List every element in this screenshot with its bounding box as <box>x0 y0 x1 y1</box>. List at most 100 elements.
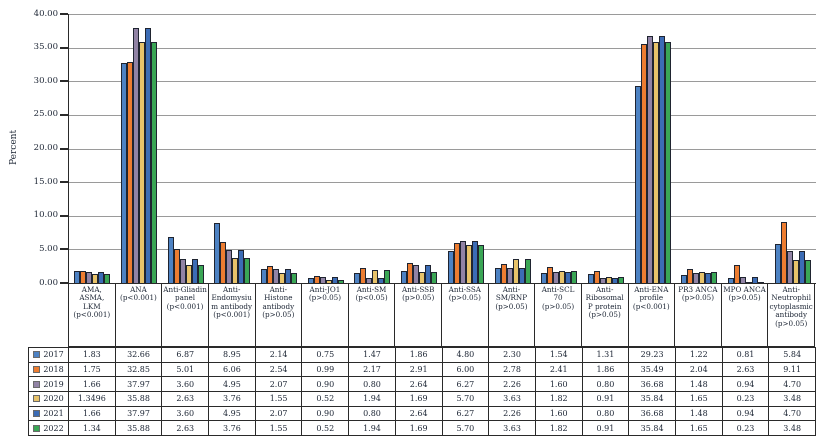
legend-year-label: 2022 <box>43 423 64 433</box>
y-axis-tick-label: 40.00 <box>33 8 58 19</box>
value-cell: 2.63 <box>721 361 770 378</box>
bar-2020 <box>325 279 332 283</box>
value-cell: 1.69 <box>394 420 443 437</box>
bar-2021 <box>798 251 805 283</box>
value-cell: 1.60 <box>534 376 583 393</box>
table-row-2020: 2020 1.3496 35.88 2.63 3.76 1.55 0.52 1.94 1.69 5… <box>28 391 816 407</box>
value-cell: 36.68 <box>628 376 676 393</box>
legend-swatch-2021 <box>33 410 41 418</box>
value-cell: 0.94 <box>721 376 770 393</box>
bar-2018 <box>267 265 274 283</box>
gridline <box>69 47 816 49</box>
bar-2020 <box>419 271 426 283</box>
category-label: Anti-SM (p<0.05) <box>347 283 396 347</box>
y-axis-tick-label: 20.00 <box>33 143 58 153</box>
bar-2018 <box>80 271 87 283</box>
bar-2020 <box>512 258 519 283</box>
value-cell: 4.70 <box>768 405 816 422</box>
value-cell: 35.84 <box>628 391 676 407</box>
legend-year-cell: 2020 <box>28 391 69 407</box>
y-axis-tick-label: 5.00 <box>39 243 58 254</box>
value-cell: 2.63 <box>161 420 210 437</box>
bar-2021 <box>518 267 525 283</box>
value-cell: 4.70 <box>768 376 816 393</box>
value-cell: 0.91 <box>581 420 630 437</box>
value-cell: 1.86 <box>394 347 443 363</box>
bar-2019 <box>86 271 93 283</box>
category-label: ANA (p<0.001) <box>114 283 163 347</box>
bar-2021 <box>98 271 105 283</box>
value-cell: 8.95 <box>208 347 256 363</box>
value-cell: 1.34 <box>68 420 116 437</box>
value-cell: 1.48 <box>674 405 723 422</box>
bar-2017 <box>541 272 548 283</box>
legend-year-cell: 2018 <box>28 361 69 378</box>
value-cell: 0.80 <box>348 405 396 422</box>
value-cell: 5.01 <box>161 361 210 378</box>
bar-2022 <box>244 257 251 283</box>
value-cell: 2.04 <box>674 361 723 378</box>
x-axis-category-labels: AMA, ASMA, LKM (p<0.001) ANA (p<0.001) Ant… <box>68 283 815 347</box>
category-label: MPO ANCA (p>0.05) <box>720 283 769 347</box>
bar-group <box>69 14 116 283</box>
bar-2021 <box>658 36 665 283</box>
bar-2022 <box>477 244 484 283</box>
bar-2018 <box>500 264 507 283</box>
value-cell: 37.97 <box>114 376 163 393</box>
bar-2017 <box>447 250 454 283</box>
category-label: Anti-SM/RNP (p>0.05) <box>487 283 536 347</box>
bar-2018 <box>593 270 600 283</box>
gridline <box>69 215 816 217</box>
y-axis-title: Percent <box>9 129 19 165</box>
bar-group <box>396 14 443 283</box>
value-cell: 3.76 <box>208 391 256 407</box>
category-label: AMA, ASMA, LKM (p<0.001) <box>68 283 116 347</box>
value-cell: 1.65 <box>674 420 723 437</box>
bar-2020 <box>92 273 99 283</box>
value-cell: 1.22 <box>674 347 723 363</box>
bar-2021 <box>751 276 758 283</box>
bar-2022 <box>571 270 578 283</box>
bar-2019 <box>319 276 326 283</box>
bar-2017 <box>727 277 734 283</box>
value-cell: 4.80 <box>441 347 490 363</box>
bar-2021 <box>378 277 385 283</box>
value-cell: 6.27 <box>441 405 490 422</box>
bar-2019 <box>179 258 186 283</box>
value-cell: 3.60 <box>161 405 210 422</box>
bar-2019 <box>646 36 653 283</box>
value-cell: 1.55 <box>254 391 303 407</box>
legend-swatch-2018 <box>33 366 41 374</box>
value-cell: 0.80 <box>581 405 630 422</box>
bar-2018 <box>640 44 647 283</box>
legend-year-cell: 2017 <box>28 347 69 363</box>
bar-group <box>209 14 256 283</box>
bar-2018 <box>313 276 320 283</box>
bar-2018 <box>407 263 414 283</box>
value-cell: 35.84 <box>628 420 676 437</box>
bar-group <box>443 14 490 283</box>
value-cell: 6.87 <box>161 347 210 363</box>
bar-2022 <box>617 276 624 283</box>
bar-2020 <box>185 265 192 283</box>
bar-2019 <box>366 277 373 283</box>
value-cell: 32.66 <box>114 347 163 363</box>
value-cell: 1.66 <box>68 376 116 393</box>
bar-2019 <box>506 267 513 283</box>
bar-2020 <box>465 244 472 283</box>
legend-swatch-2019 <box>33 380 41 388</box>
bar-group <box>256 14 303 283</box>
gridline <box>69 14 816 15</box>
category-label: Anti-ENA profile (p<0.001) <box>627 283 676 347</box>
category-label: Anti-Neutrophil cytoplasmic antibody (p>… <box>767 283 815 347</box>
bar-2017 <box>167 236 174 283</box>
y-axis-tick <box>60 46 68 49</box>
y-axis-tick-label: 0.00 <box>39 277 58 288</box>
legend-swatch-2022 <box>33 424 41 432</box>
value-cell: 1.48 <box>674 376 723 393</box>
value-cell: 2.14 <box>254 347 303 363</box>
value-cell: 4.95 <box>208 405 256 422</box>
bar-2018 <box>780 221 787 283</box>
value-cell: 2.41 <box>534 361 583 378</box>
bar-group <box>676 14 723 283</box>
